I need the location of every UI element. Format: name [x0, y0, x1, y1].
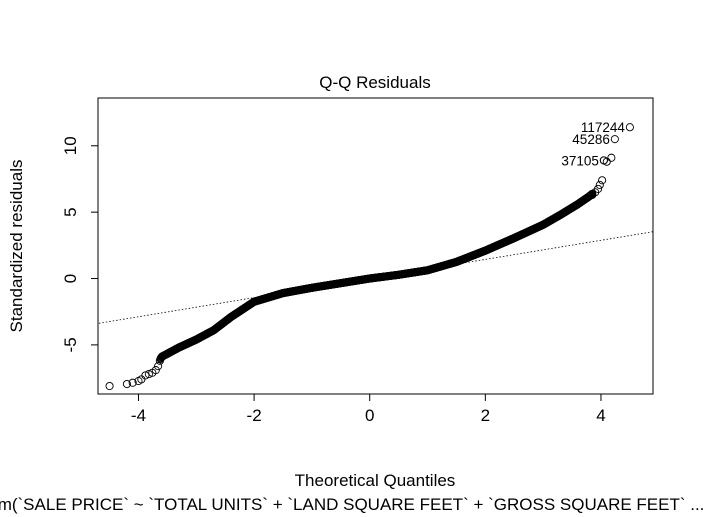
x-axis-label: Theoretical Quantiles [295, 471, 456, 490]
residual-point [122, 379, 131, 389]
y-axis-label: Standardized residuals [7, 160, 26, 333]
x-tick-label: -2 [247, 406, 262, 425]
x-tick-label: 4 [596, 406, 605, 425]
residual-point [607, 153, 616, 162]
x-axis: -4 -2 0 2 4 [131, 393, 606, 425]
y-axis: -5 0 5 10 [61, 136, 99, 352]
model-formula-subtitle: lm(`SALE PRICE` ~ `TOTAL UNITS` + `LAND … [0, 495, 703, 514]
labeled-point [599, 156, 608, 165]
residual-point [598, 176, 607, 185]
y-tick-label: -5 [61, 337, 80, 352]
point-label: 37105 [561, 153, 599, 168]
residual-point [151, 366, 160, 375]
residual-point [128, 378, 137, 387]
x-tick-label: -4 [131, 406, 146, 425]
point-label: 45286 [572, 132, 610, 147]
residual-point [594, 184, 603, 193]
residual-point [141, 371, 150, 380]
labeled-point [610, 135, 619, 144]
labeled-point [625, 123, 634, 132]
residual-point [595, 180, 604, 189]
residual-points [105, 153, 616, 391]
x-tick-label: 2 [481, 406, 490, 425]
y-tick-label: 0 [61, 274, 80, 283]
residual-point [155, 356, 164, 365]
residual-point [144, 370, 153, 379]
residual-point [588, 190, 597, 199]
residual-point [105, 381, 114, 391]
y-tick-label: 10 [61, 136, 80, 155]
chart-title: Q-Q Residuals [319, 73, 430, 92]
x-tick-label: 0 [365, 406, 374, 425]
y-tick-label: 5 [61, 207, 80, 216]
residual-point [154, 362, 163, 371]
point-label: 117244 [581, 120, 626, 135]
